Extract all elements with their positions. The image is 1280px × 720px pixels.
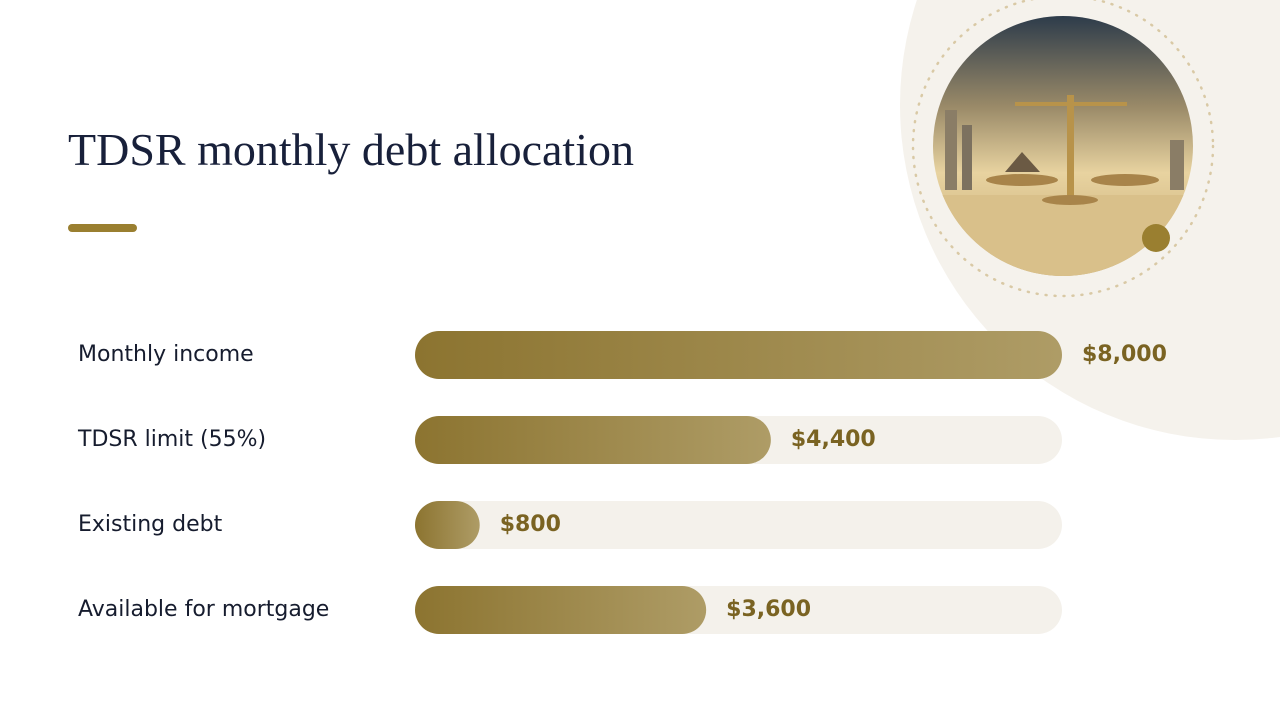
track <box>415 501 1062 549</box>
building <box>962 125 972 190</box>
value-label: $4,400 <box>791 427 876 452</box>
house <box>1005 152 1040 172</box>
value-label: $8,000 <box>1082 342 1167 367</box>
bar <box>415 416 771 464</box>
category-label: Available for mortgage <box>78 597 329 622</box>
bar <box>415 501 480 549</box>
building <box>1170 140 1184 190</box>
bar <box>415 586 707 634</box>
category-label: TDSR limit (55%) <box>77 427 266 452</box>
scale-pan <box>1091 174 1159 186</box>
title-underline <box>68 224 137 232</box>
bar <box>415 331 1062 379</box>
scale-pan <box>986 174 1058 186</box>
chart-title: TDSR monthly debt allocation <box>68 124 634 175</box>
category-label: Monthly income <box>78 342 254 367</box>
scale-base <box>1042 195 1098 205</box>
scale-post <box>1067 95 1074 200</box>
value-label: $3,600 <box>726 597 811 622</box>
value-label: $800 <box>500 512 561 537</box>
accent-dot <box>1142 224 1170 252</box>
category-label: Existing debt <box>78 512 223 537</box>
building <box>945 110 957 190</box>
dotted-ring <box>911 0 1215 298</box>
plot: Monthly income $8,000 TDSR limit (55%) $4,4… <box>77 331 1167 634</box>
